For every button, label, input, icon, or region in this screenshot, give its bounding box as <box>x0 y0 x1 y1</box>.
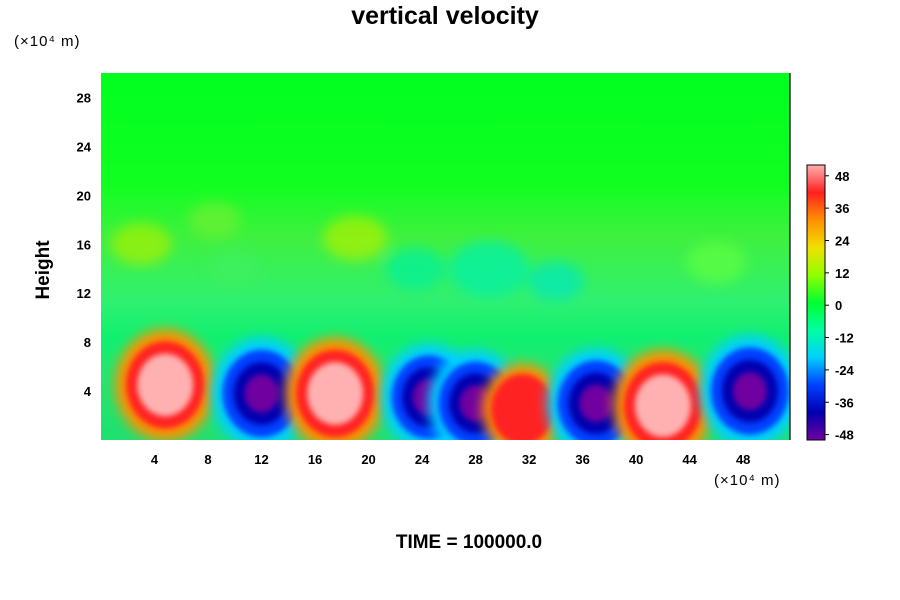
colorbar: 48 36 24 12 0 -12 -24 -36 -48 <box>806 164 855 443</box>
downdraft-cell <box>699 335 790 440</box>
colorbar-tick-label: 0 <box>835 298 842 313</box>
x-tick-label: 40 <box>629 452 643 467</box>
cell-layer <box>579 384 613 422</box>
x-tick-label: 36 <box>575 452 589 467</box>
y-tick-label: 4 <box>84 384 92 399</box>
cell-layer <box>634 374 691 438</box>
colorbar-tick-label: 36 <box>835 201 849 216</box>
colorbar-tick-label: 48 <box>835 169 849 184</box>
updraft-cell <box>285 337 386 440</box>
x-tick-label: 24 <box>415 452 430 467</box>
x-tick-label: 12 <box>254 452 268 467</box>
colorbar-tick-label: 24 <box>835 233 850 248</box>
x-axis-unit: (×10⁴ m) <box>714 472 781 489</box>
cell-layer <box>732 372 767 411</box>
x-tick-label: 4 <box>151 452 159 467</box>
cell-layer <box>137 353 194 417</box>
y-tick-label: 12 <box>77 286 91 301</box>
colorbar-tick-label: -12 <box>835 331 854 346</box>
x-tick-label: 20 <box>361 452 375 467</box>
velocity-field <box>101 73 790 440</box>
colorbar-gradient <box>806 164 826 441</box>
y-tick-label: 16 <box>77 237 91 252</box>
x-tick-label: 48 <box>736 452 750 467</box>
colorbar-tick-label: -36 <box>835 395 854 410</box>
updraft-cell <box>612 349 713 440</box>
cell-layer <box>490 373 554 440</box>
time-label: TIME = 100000.0 <box>395 532 543 553</box>
x-tick-label: 44 <box>682 452 697 467</box>
colorbar-tick-label: 12 <box>835 266 849 281</box>
updraft-cell <box>482 363 563 440</box>
updraft-cell <box>115 328 216 440</box>
chart-title: vertical velocity <box>351 2 539 30</box>
x-tick-label: 32 <box>522 452 536 467</box>
anomaly-cells <box>115 328 790 440</box>
y-tick-label: 28 <box>77 90 91 105</box>
downdraft-cell <box>211 337 312 440</box>
x-tick-label: 8 <box>204 452 211 467</box>
y-tick-label: 20 <box>77 188 91 203</box>
y-axis-unit: (×10⁴ m) <box>14 33 81 50</box>
mid-level-texture <box>111 201 747 301</box>
colorbar-tick-label: -48 <box>835 428 854 443</box>
x-tick-label: 28 <box>468 452 482 467</box>
y-tick-label: 8 <box>84 335 91 350</box>
cell-layer <box>307 362 364 425</box>
y-tick-label: 24 <box>77 139 92 154</box>
x-tick-label: 16 <box>308 452 322 467</box>
colorbar-tick-label: -24 <box>835 363 855 378</box>
cell-layer <box>244 374 279 413</box>
